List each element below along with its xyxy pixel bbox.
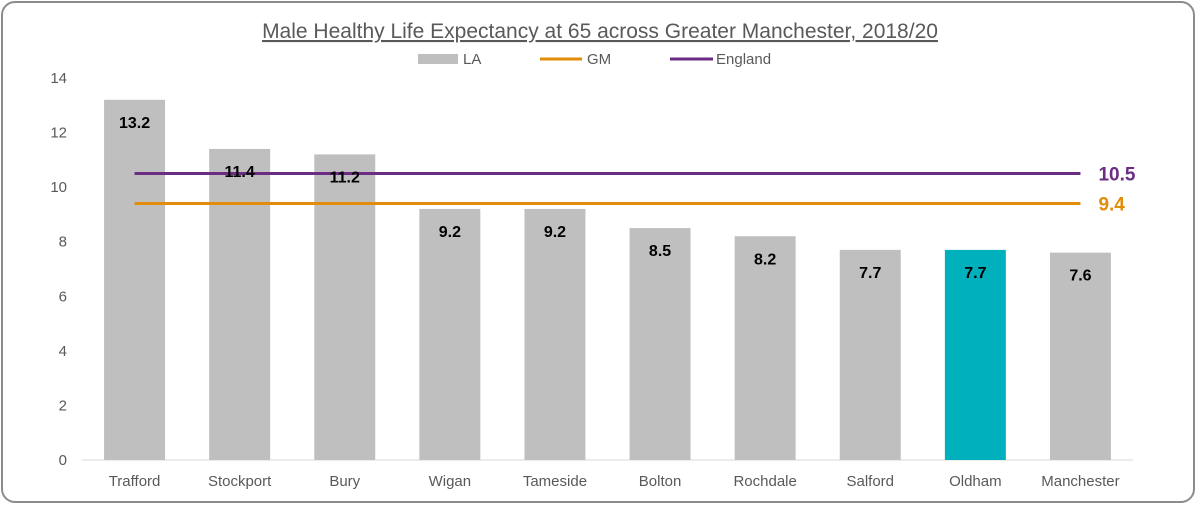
category-label-stockport: Stockport [208, 473, 272, 490]
data-label-stockport: 11.4 [225, 164, 255, 181]
bar-tameside [524, 208, 586, 460]
y-tick-label: 8 [59, 234, 67, 251]
bar-bury [314, 154, 376, 460]
category-label-wigan: Wigan [429, 473, 472, 490]
category-label-bolton: Bolton [639, 473, 682, 490]
y-tick-label: 2 [59, 397, 67, 414]
category-label-rochdale: Rochdale [733, 473, 796, 490]
y-axis: 0 2 4 6 8 10 12 14 [50, 70, 67, 469]
data-label-wigan: 9.2 [439, 224, 461, 241]
reference-label-england: 10.5 [1098, 165, 1135, 186]
legend-label-la: LA [463, 51, 481, 68]
bar-manchester [1049, 252, 1111, 460]
reference-label-gm: 9.4 [1098, 195, 1125, 216]
data-label-bolton: 8.5 [649, 243, 671, 260]
chart-title: Male Healthy Life Expectancy at 65 acros… [262, 20, 938, 43]
legend-swatch-la [418, 54, 458, 64]
category-label-bury: Bury [329, 473, 360, 490]
bar-bolton [629, 228, 691, 460]
data-label-tameside: 9.2 [544, 224, 566, 241]
x-axis-categories: Trafford Stockport Bury Wigan Tameside Bolton… [109, 473, 1120, 490]
reference-lines: 9.4 10.5 [134, 165, 1136, 216]
category-label-tameside: Tameside [523, 473, 587, 490]
legend: LA GM England [418, 51, 771, 68]
category-label-manchester: Manchester [1041, 473, 1119, 490]
category-label-trafford: Trafford [109, 473, 161, 490]
category-label-salford: Salford [846, 473, 894, 490]
data-label-bury: 11.2 [330, 169, 360, 186]
bar-rochdale [734, 236, 796, 460]
y-tick-label: 0 [59, 452, 67, 469]
data-label-trafford: 13.2 [119, 115, 150, 132]
bars [104, 99, 1111, 460]
bar-stockport [209, 148, 271, 460]
data-label-oldham: 7.7 [964, 265, 986, 282]
y-tick-label: 6 [59, 288, 67, 305]
y-tick-label: 14 [50, 70, 67, 87]
legend-label-gm: GM [587, 51, 611, 68]
legend-label-england: England [716, 51, 771, 68]
data-label-salford: 7.7 [859, 265, 881, 282]
category-label-oldham: Oldham [949, 473, 1002, 490]
y-tick-label: 10 [50, 179, 67, 196]
data-labels: 13.2 11.4 11.2 9.2 9.2 8.5 8.2 7.7 7.7 7.6 [119, 115, 1092, 285]
bar-wigan [419, 208, 481, 460]
data-label-manchester: 7.6 [1069, 268, 1091, 285]
bar-trafford [104, 99, 166, 460]
bar-oldham [944, 249, 1006, 460]
y-tick-label: 12 [50, 125, 67, 142]
y-tick-label: 4 [59, 343, 67, 360]
data-label-rochdale: 8.2 [754, 251, 776, 268]
bar-salford [839, 249, 901, 460]
